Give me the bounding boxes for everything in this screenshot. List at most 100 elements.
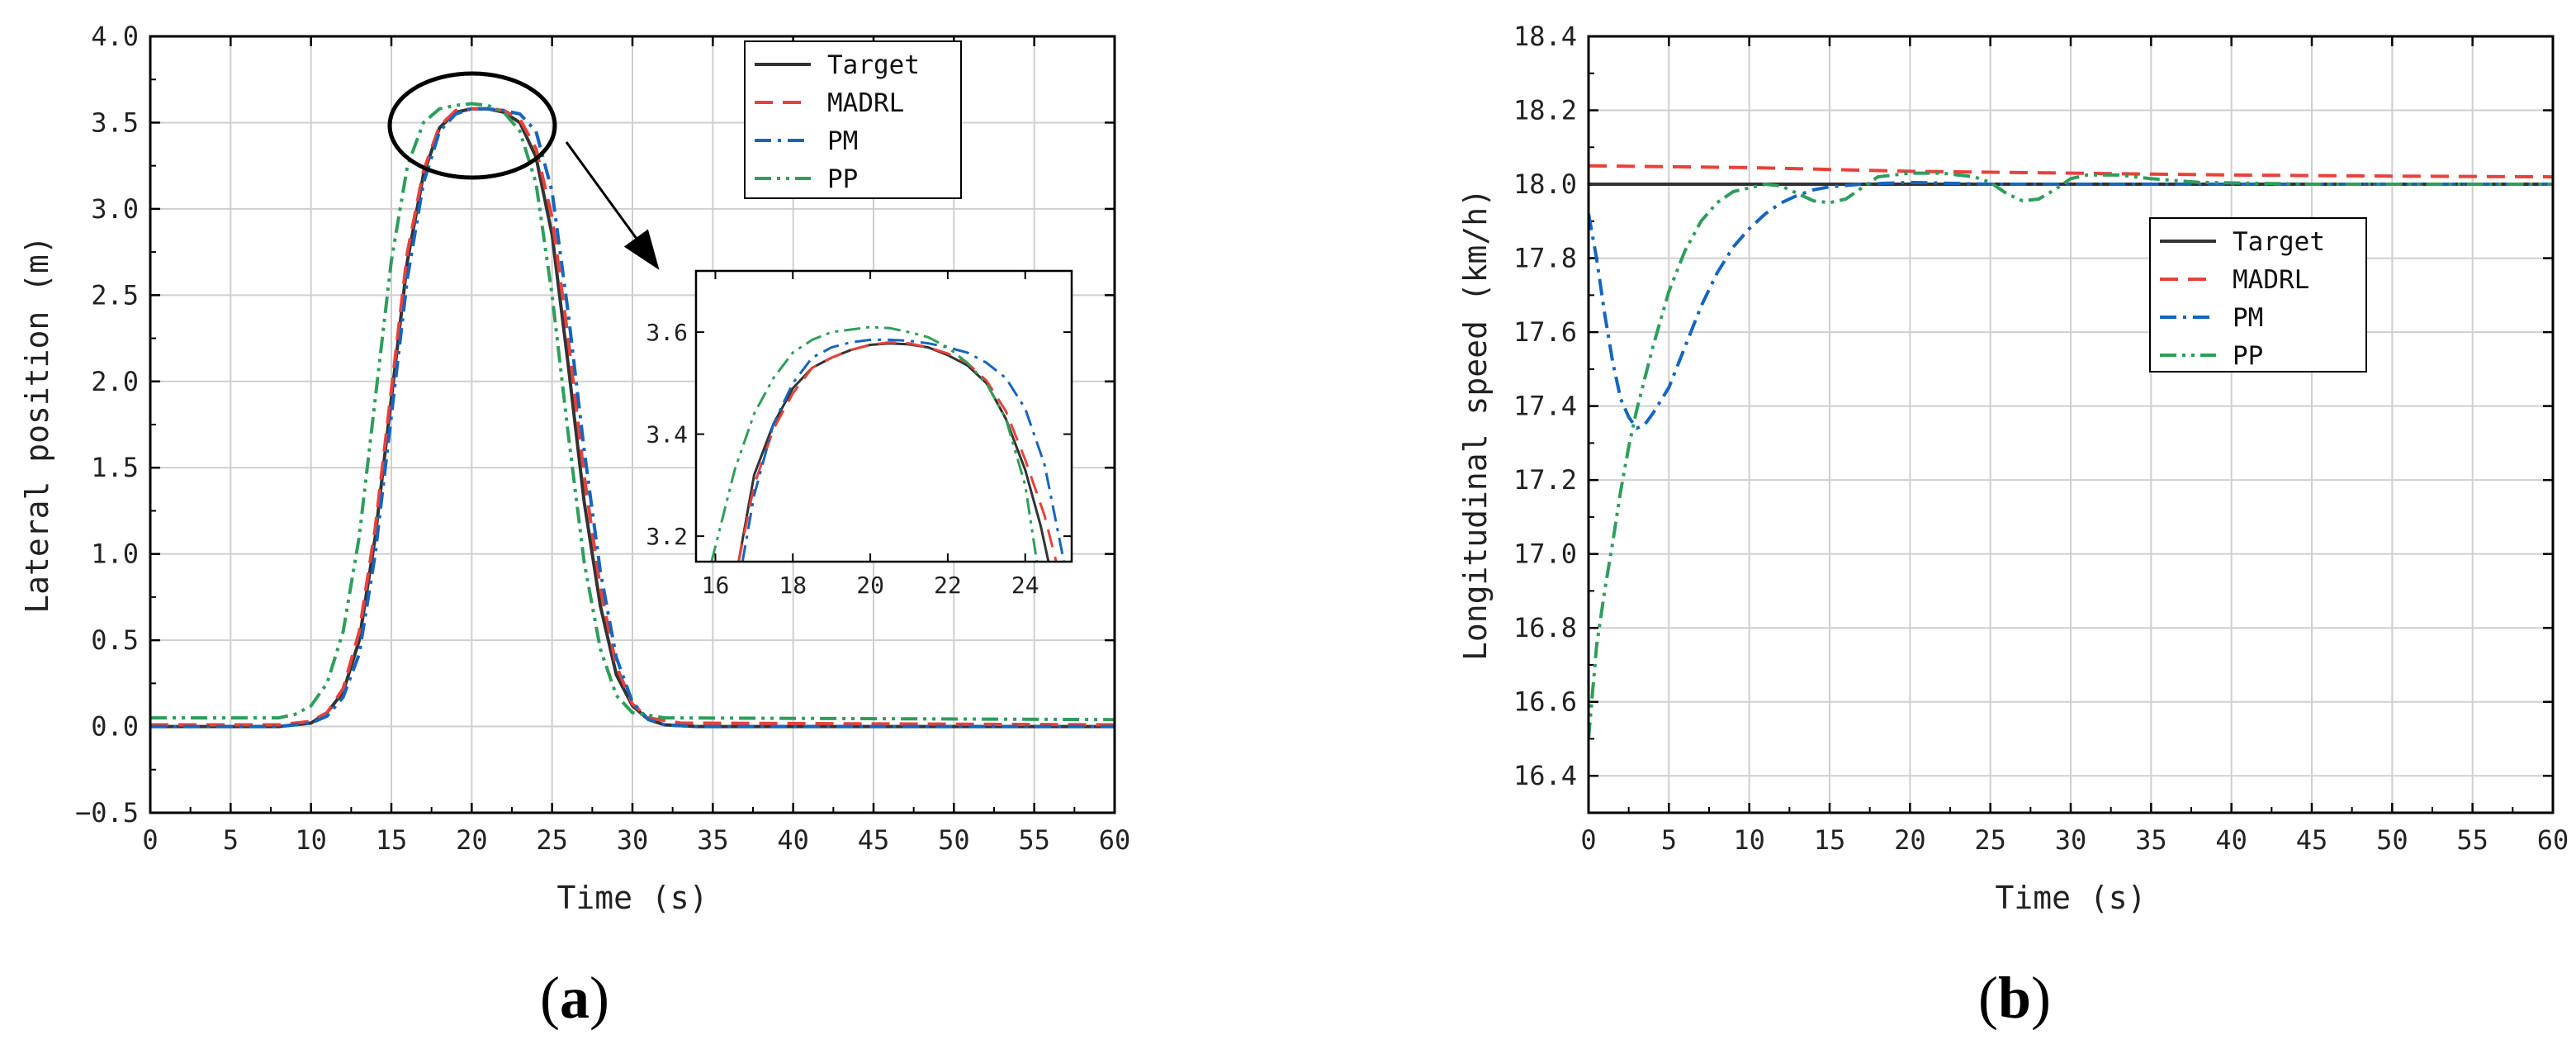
inset-ticks: 16 18 20 22 24 3.2 3.4 3.6 <box>646 271 1072 599</box>
y-tick-label: 3.5 <box>91 107 139 138</box>
series-group <box>1589 164 2553 739</box>
x-tick-label: 25 <box>1974 824 2006 856</box>
zoom-ellipse <box>387 71 557 180</box>
legend-box <box>2149 217 2367 373</box>
axis-ticks: 0 5 10 15 20 25 30 35 40 45 50 55 60 −0.5 0.0 0.5 1.0 1.5… <box>75 21 1130 856</box>
y-tick-label: 2.0 <box>91 366 139 397</box>
x-tick-label: 20 <box>456 824 488 856</box>
x-tick-label: 45 <box>858 824 890 856</box>
legend-label-pp: PP <box>827 164 858 194</box>
inset-series-group <box>710 325 1066 562</box>
legend-label-madrl: MADRL <box>2233 265 2309 295</box>
grid-lines <box>1588 36 2554 813</box>
y-tick-label: 1.5 <box>91 452 139 483</box>
x-tick-label: 30 <box>617 824 649 856</box>
series-group <box>150 102 1115 729</box>
legend-box <box>744 40 962 199</box>
x-tick-label: 55 <box>1018 824 1050 856</box>
panel-label-a: (a) <box>540 965 609 1031</box>
y-tick-label: 17.8 <box>1513 243 1577 274</box>
legend-label-pm: PM <box>827 126 858 156</box>
y-axis-label: Lateral position (m) <box>19 235 55 614</box>
panel-a: 0 5 10 15 20 25 30 35 40 45 50 55 60 −0.5 0.0 0.5 1.0 1.5… <box>19 21 1130 1031</box>
y-tick-label: 3.0 <box>91 193 139 225</box>
zoom-arrow <box>565 141 660 270</box>
y-tick-label: 17.2 <box>1513 464 1577 496</box>
y-axis-label: Longitudinal speed (km/h) <box>1457 188 1494 661</box>
y-tick-label: 16.4 <box>1513 760 1577 791</box>
x-tick-label: 25 <box>536 824 568 856</box>
plot-frame <box>1587 35 2555 814</box>
x-tick-label: 45 <box>2296 824 2328 856</box>
panel-label-b: (b) <box>1978 965 2051 1031</box>
x-tick-label: 35 <box>2135 824 2167 856</box>
x-tick-label: 35 <box>697 824 729 856</box>
x-axis-label: Time (s) <box>1995 880 2146 916</box>
y-tick-label: −0.5 <box>75 797 139 828</box>
x-tick-label: 60 <box>1099 824 1131 856</box>
y-tick-label: 1.0 <box>91 539 139 570</box>
panel-label-open-paren: ( <box>540 965 560 1031</box>
x-tick-label: 10 <box>295 824 327 856</box>
x-tick-label: 15 <box>1814 824 1846 856</box>
y-tick-label: 17.0 <box>1513 539 1577 570</box>
y-tick-label: 17.4 <box>1513 391 1577 422</box>
series-line-pm <box>150 107 1115 729</box>
legend-label-pp: PP <box>2233 341 2263 371</box>
inset-x-tick-label: 18 <box>779 572 807 599</box>
legend-label-pm: PM <box>2233 303 2263 333</box>
x-tick-label: 30 <box>2055 824 2087 856</box>
x-axis-label: Time (s) <box>556 880 708 916</box>
x-tick-label: 50 <box>2376 824 2408 856</box>
panel-label-close-paren: ) <box>590 965 609 1031</box>
inset-x-tick-label: 20 <box>856 572 884 599</box>
x-tick-label: 55 <box>2456 824 2488 856</box>
y-tick-label: 17.6 <box>1513 316 1577 348</box>
panel-b: 0 5 10 15 20 25 30 35 40 45 50 55 60 16.4 16.6 16.8 17.0… <box>1457 21 2569 1031</box>
legend-label-target: Target <box>2233 227 2325 257</box>
x-tick-label: 5 <box>223 824 239 856</box>
y-tick-label: 16.8 <box>1513 612 1577 643</box>
panel-label-open-paren: ( <box>1978 965 1998 1031</box>
y-tick-label: 2.5 <box>91 279 139 311</box>
x-tick-label: 15 <box>376 824 408 856</box>
x-tick-label: 0 <box>142 824 158 856</box>
legend-entries: Target MADRL PM PP <box>755 50 920 194</box>
x-tick-label: 60 <box>2537 824 2569 856</box>
axis-ticks: 0 5 10 15 20 25 30 35 40 45 50 55 60 16.4 16.6 16.8 17.0… <box>1513 21 2569 856</box>
legend: Target MADRL PM PP <box>2149 217 2367 373</box>
y-tick-label: 18.2 <box>1513 95 1577 126</box>
inset-frame <box>694 269 1073 563</box>
panel-label-letter: b <box>1998 965 2031 1031</box>
inset-y-tick-label: 3.6 <box>646 319 688 346</box>
panel-label-close-paren: ) <box>2031 965 2051 1031</box>
legend-label-madrl: MADRL <box>827 88 904 118</box>
y-tick-label: 18.4 <box>1513 21 1577 52</box>
plot-frame <box>149 35 1116 814</box>
x-tick-label: 20 <box>1894 824 1926 856</box>
legend-label-target: Target <box>827 50 920 80</box>
inset-y-tick-label: 3.2 <box>646 523 688 550</box>
y-tick-label: 0.0 <box>91 711 139 743</box>
y-tick-label: 0.5 <box>91 624 139 656</box>
inset-y-tick-label: 3.4 <box>646 421 688 449</box>
inset-panel: 16 18 20 22 24 3.2 3.4 3.6 <box>646 269 1073 599</box>
inset-x-tick-label: 22 <box>934 572 962 599</box>
legend-entries: Target MADRL PM PP <box>2160 227 2325 371</box>
inset-background <box>696 271 1072 562</box>
inset-series-line-madrl <box>737 341 1058 562</box>
series-line-pp <box>1589 171 2553 739</box>
x-tick-label: 0 <box>1580 824 1596 856</box>
x-tick-label: 50 <box>938 824 970 856</box>
legend: Target MADRL PM PP <box>744 40 962 199</box>
x-tick-label: 5 <box>1661 824 1677 856</box>
x-tick-label: 40 <box>2215 824 2247 856</box>
y-tick-label: 16.6 <box>1513 686 1577 718</box>
inset-series-line-pm <box>741 338 1066 562</box>
y-tick-label: 4.0 <box>91 21 139 52</box>
y-tick-label: 18.0 <box>1513 169 1577 200</box>
series-line-pm <box>1589 180 2553 430</box>
inset-x-tick-label: 16 <box>702 572 730 599</box>
series-line-madrl <box>1589 164 2553 179</box>
